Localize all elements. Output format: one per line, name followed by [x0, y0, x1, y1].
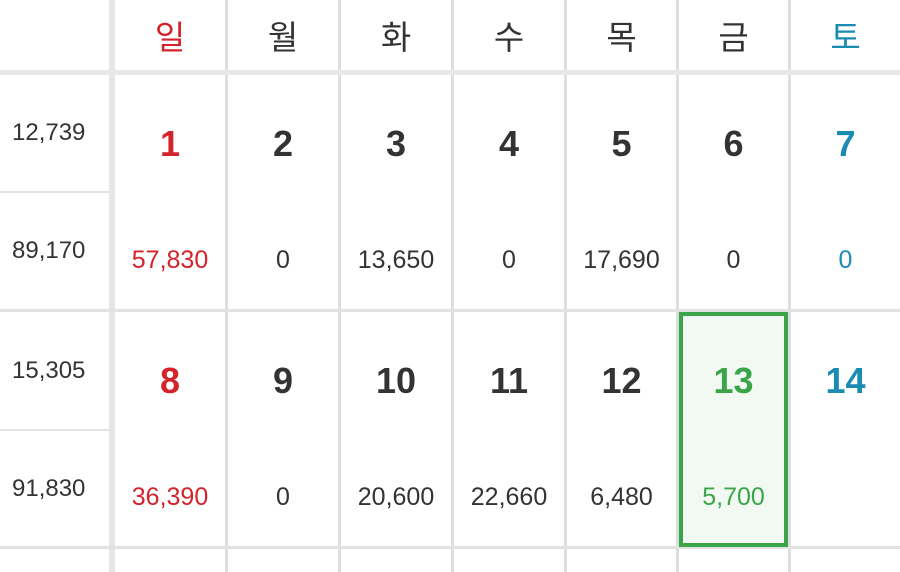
day-amount: 36,390 — [131, 482, 209, 511]
header-divider — [0, 70, 900, 75]
day-amount: 0 — [502, 245, 516, 274]
day-amount: 0 — [838, 245, 853, 274]
day-cell[interactable]: 9 — [272, 360, 294, 401]
column-divider — [225, 0, 228, 572]
weekday-sun: 일 — [154, 19, 186, 56]
column-divider — [676, 0, 679, 572]
day-cell[interactable]: 5 — [611, 123, 632, 164]
column-divider — [338, 0, 341, 572]
weekday-mon: 월 — [267, 19, 299, 56]
week-summary-bottom: 89,170 — [12, 237, 86, 264]
day-amount: 22,660 — [470, 482, 548, 511]
day-amount: 0 — [726, 245, 741, 274]
today-highlight — [679, 312, 788, 547]
day-cell[interactable]: 3 — [385, 123, 407, 164]
column-divider — [109, 0, 115, 572]
week-divider — [0, 546, 900, 549]
day-cell[interactable]: 4 — [498, 123, 520, 164]
day-amount: 13,650 — [357, 245, 435, 274]
weekday-sat: 토 — [830, 19, 861, 56]
column-divider — [788, 0, 791, 572]
left-row-divider — [0, 429, 110, 431]
week-summary-top: 15,305 — [12, 356, 86, 384]
day-cell[interactable]: 2 — [272, 123, 294, 164]
left-row-divider — [0, 191, 110, 193]
weekday-wed: 수 — [493, 19, 525, 56]
day-cell[interactable]: 10 — [375, 360, 417, 401]
day-cell[interactable]: 1 — [159, 123, 181, 164]
column-divider — [564, 0, 567, 572]
day-amount: 57,830 — [131, 245, 209, 274]
day-amount: 17,690 — [583, 245, 660, 274]
column-divider — [451, 0, 454, 572]
day-amount: 0 — [276, 245, 290, 274]
weekday-fri: 금 — [718, 19, 749, 56]
day-cell-today[interactable]: 13 — [713, 360, 754, 401]
day-cell[interactable]: 14 — [825, 360, 866, 401]
weekday-thu: 목 — [606, 19, 637, 56]
weekday-tue: 화 — [380, 19, 412, 56]
day-cell[interactable]: 12 — [601, 360, 642, 401]
week-summary-bottom: 91,830 — [12, 474, 86, 502]
day-cell[interactable]: 11 — [489, 360, 529, 401]
day-cell[interactable]: 6 — [723, 123, 744, 164]
day-cell[interactable]: 8 — [159, 360, 181, 401]
day-amount: 20,600 — [357, 482, 435, 511]
day-amount: 0 — [276, 482, 290, 511]
day-cell[interactable]: 7 — [835, 123, 856, 164]
day-amount-today: 5,700 — [702, 482, 765, 511]
day-amount: 6,480 — [590, 482, 653, 511]
week-summary-top: 12,739 — [12, 119, 86, 146]
week-divider — [0, 309, 900, 312]
day-amount — [791, 469, 900, 525]
